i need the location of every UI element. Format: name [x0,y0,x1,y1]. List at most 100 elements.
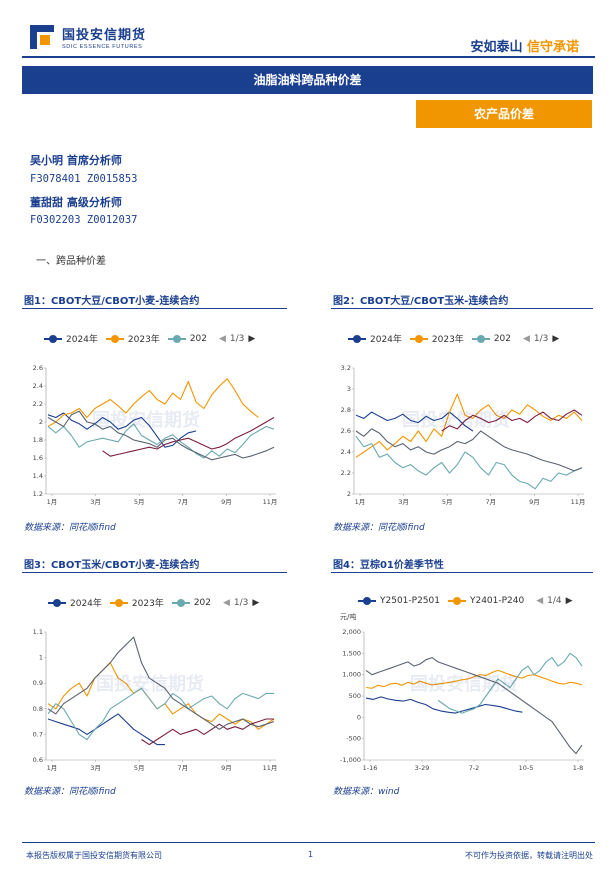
x-tick-label: 11月 [263,764,278,772]
figure-1-title: 图1：CBOT大豆/CBOT小麦-连续合约 [24,296,200,307]
figure-1-chart: 1.2 1.4 1.6 1.8 2 2.2 2.4 2.6 1月 3月 5月 7月 9月 11月 [33,364,278,506]
series-line [355,393,583,458]
legend-item[interactable]: 202 [167,334,207,344]
legend-item[interactable]: 2023年 [109,596,164,609]
legend-pager: ◀ 1/4 ▶ [536,596,573,606]
figure-4-title: 图4：豆棕01价差季节性 [333,560,444,571]
legend-swatch-icon [348,334,366,343]
y-tick-label: 2 [39,418,43,426]
x-tick-label: 7-2 [469,764,480,772]
company-name-cn: 国投安信期货 [62,28,147,43]
next-page-icon[interactable]: ▶ [565,596,573,606]
figure-1-legend: 2024年 2023年 202 ◀ 1/3 ▶ [44,332,259,345]
analyst-1-code: F3078401 Z0015853 [30,173,138,185]
figure-4-source: 数据来源：wind [333,787,400,797]
legend-pager: ◀ 1/3 ▶ [223,597,260,608]
x-tick-label: 9月 [529,498,540,506]
x-tick-label: 1-16 [363,764,378,772]
y-tick-label: 1.6 [33,454,43,462]
series-line [47,410,275,461]
series-line [47,412,197,448]
x-tick-label: 3月 [90,498,101,506]
figure-4-y-unit: 元/吨 [340,613,357,621]
series-line [102,417,275,457]
figure-3-rule [22,572,287,573]
series-line [437,652,583,714]
y-tick-label: 2 [347,490,351,498]
y-tick-label: 0.9 [33,679,43,687]
x-tick-label: 10-5 [519,764,534,772]
company-name-en: SDIC ESSENCE FUTURES [62,44,143,50]
figure-4-chart: -1,000 -500 0 500 1,000 1,500 2,000 1-16 3-29 7-2… [340,628,584,772]
legend-item[interactable]: 2023年 [409,332,464,345]
figure-3-chart: 0.6 0.7 0.8 0.9 1 1.1 1月 3月 5月 7月 9月 11月 [33,628,278,772]
company-logo: 国投安信期货 SDIC ESSENCE FUTURES [30,24,146,50]
x-tick-label: 11月 [571,498,586,506]
prev-page-icon[interactable]: ◀ [219,333,226,344]
y-tick-label: 2.4 [33,382,43,390]
y-tick-label: 1.2 [33,490,43,498]
series-line [365,696,523,714]
next-page-icon[interactable]: ▶ [252,597,260,608]
x-tick-label: 5月 [134,764,145,772]
y-tick-label: 2.8 [341,406,351,414]
legend-swatch-icon [44,334,62,343]
prev-page-icon[interactable]: ◀ [223,597,230,608]
slogan-part-1: 安如泰山 [470,40,523,55]
figure-2-rule [331,308,593,309]
footer-disclaimer: 不可作为投资依据，转载请注明出处 [465,851,593,860]
series-line [47,662,275,730]
y-tick-label: 1.8 [33,436,43,444]
legend-pager: ◀ 1/3 ▶ [219,333,256,344]
analyst-1-name: 吴小明 首席分析师 [30,154,122,167]
series-line [47,636,275,730]
legend-item[interactable]: 2024年 [44,332,98,345]
header-divider [22,56,595,58]
legend-swatch-icon [471,334,490,343]
legend-item[interactable]: Y2401-P240 [447,596,524,606]
next-page-icon[interactable]: ▶ [248,333,256,344]
legend-pager: ◀ 1/3 ▶ [523,333,560,344]
series-line [355,428,583,472]
series-line [47,378,259,427]
prev-page-icon[interactable]: ◀ [523,333,530,344]
y-tick-label: 1 [39,654,43,662]
legend-item[interactable]: 202 [471,334,511,344]
footer-copyright: 本报告版权属于国投安信期货有限公司 [26,851,162,860]
x-tick-label: 1-8 [573,764,584,772]
y-tick-label: 3.2 [341,364,351,372]
report-category-tag: 农产品价差 [416,100,592,128]
legend-item[interactable]: 2024年 [348,332,402,345]
series-line [365,657,583,755]
legend-item[interactable]: 202 [171,598,211,608]
page-number: 1 [308,850,314,859]
logo-mark-icon [30,25,54,49]
figure-2-title: 图2：CBOT大豆/CBOT玉米-连续合约 [333,296,509,307]
prev-page-icon[interactable]: ◀ [536,596,544,606]
y-tick-label: 2.2 [33,400,43,408]
legend-swatch-icon [167,334,186,343]
legend-swatch-icon [447,597,466,605]
series-line [355,435,583,490]
legend-item[interactable]: 2023年 [105,332,160,345]
x-tick-label: 7月 [177,498,188,506]
next-page-icon[interactable]: ▶ [552,333,560,344]
legend-swatch-icon [48,598,66,607]
series-line [441,409,583,432]
x-tick-label: 1月 [355,498,366,506]
y-tick-label: 0.8 [33,705,43,713]
legend-item[interactable]: 2024年 [48,596,102,609]
y-tick-label: 1,000 [342,671,361,679]
figure-2-legend: 2024年 2023年 202 ◀ 1/3 ▶ [348,332,563,345]
y-tick-label: -1,000 [340,756,361,764]
legend-item[interactable]: Y2501-P2501 [358,596,440,606]
y-tick-label: 1,500 [342,649,361,657]
y-tick-label: -500 [346,735,361,743]
slogan: 安如泰山 信守承诺 [470,36,579,55]
section-title: 一、跨品种价差 [36,256,106,267]
figure-3-title: 图3：CBOT玉米/CBOT小麦-连续合约 [24,560,200,571]
figure-2-source: 数据来源：同花顺ifind [333,523,425,533]
series-line [141,718,274,746]
x-tick-label: 9月 [221,498,232,506]
y-tick-label: 0 [357,713,361,721]
